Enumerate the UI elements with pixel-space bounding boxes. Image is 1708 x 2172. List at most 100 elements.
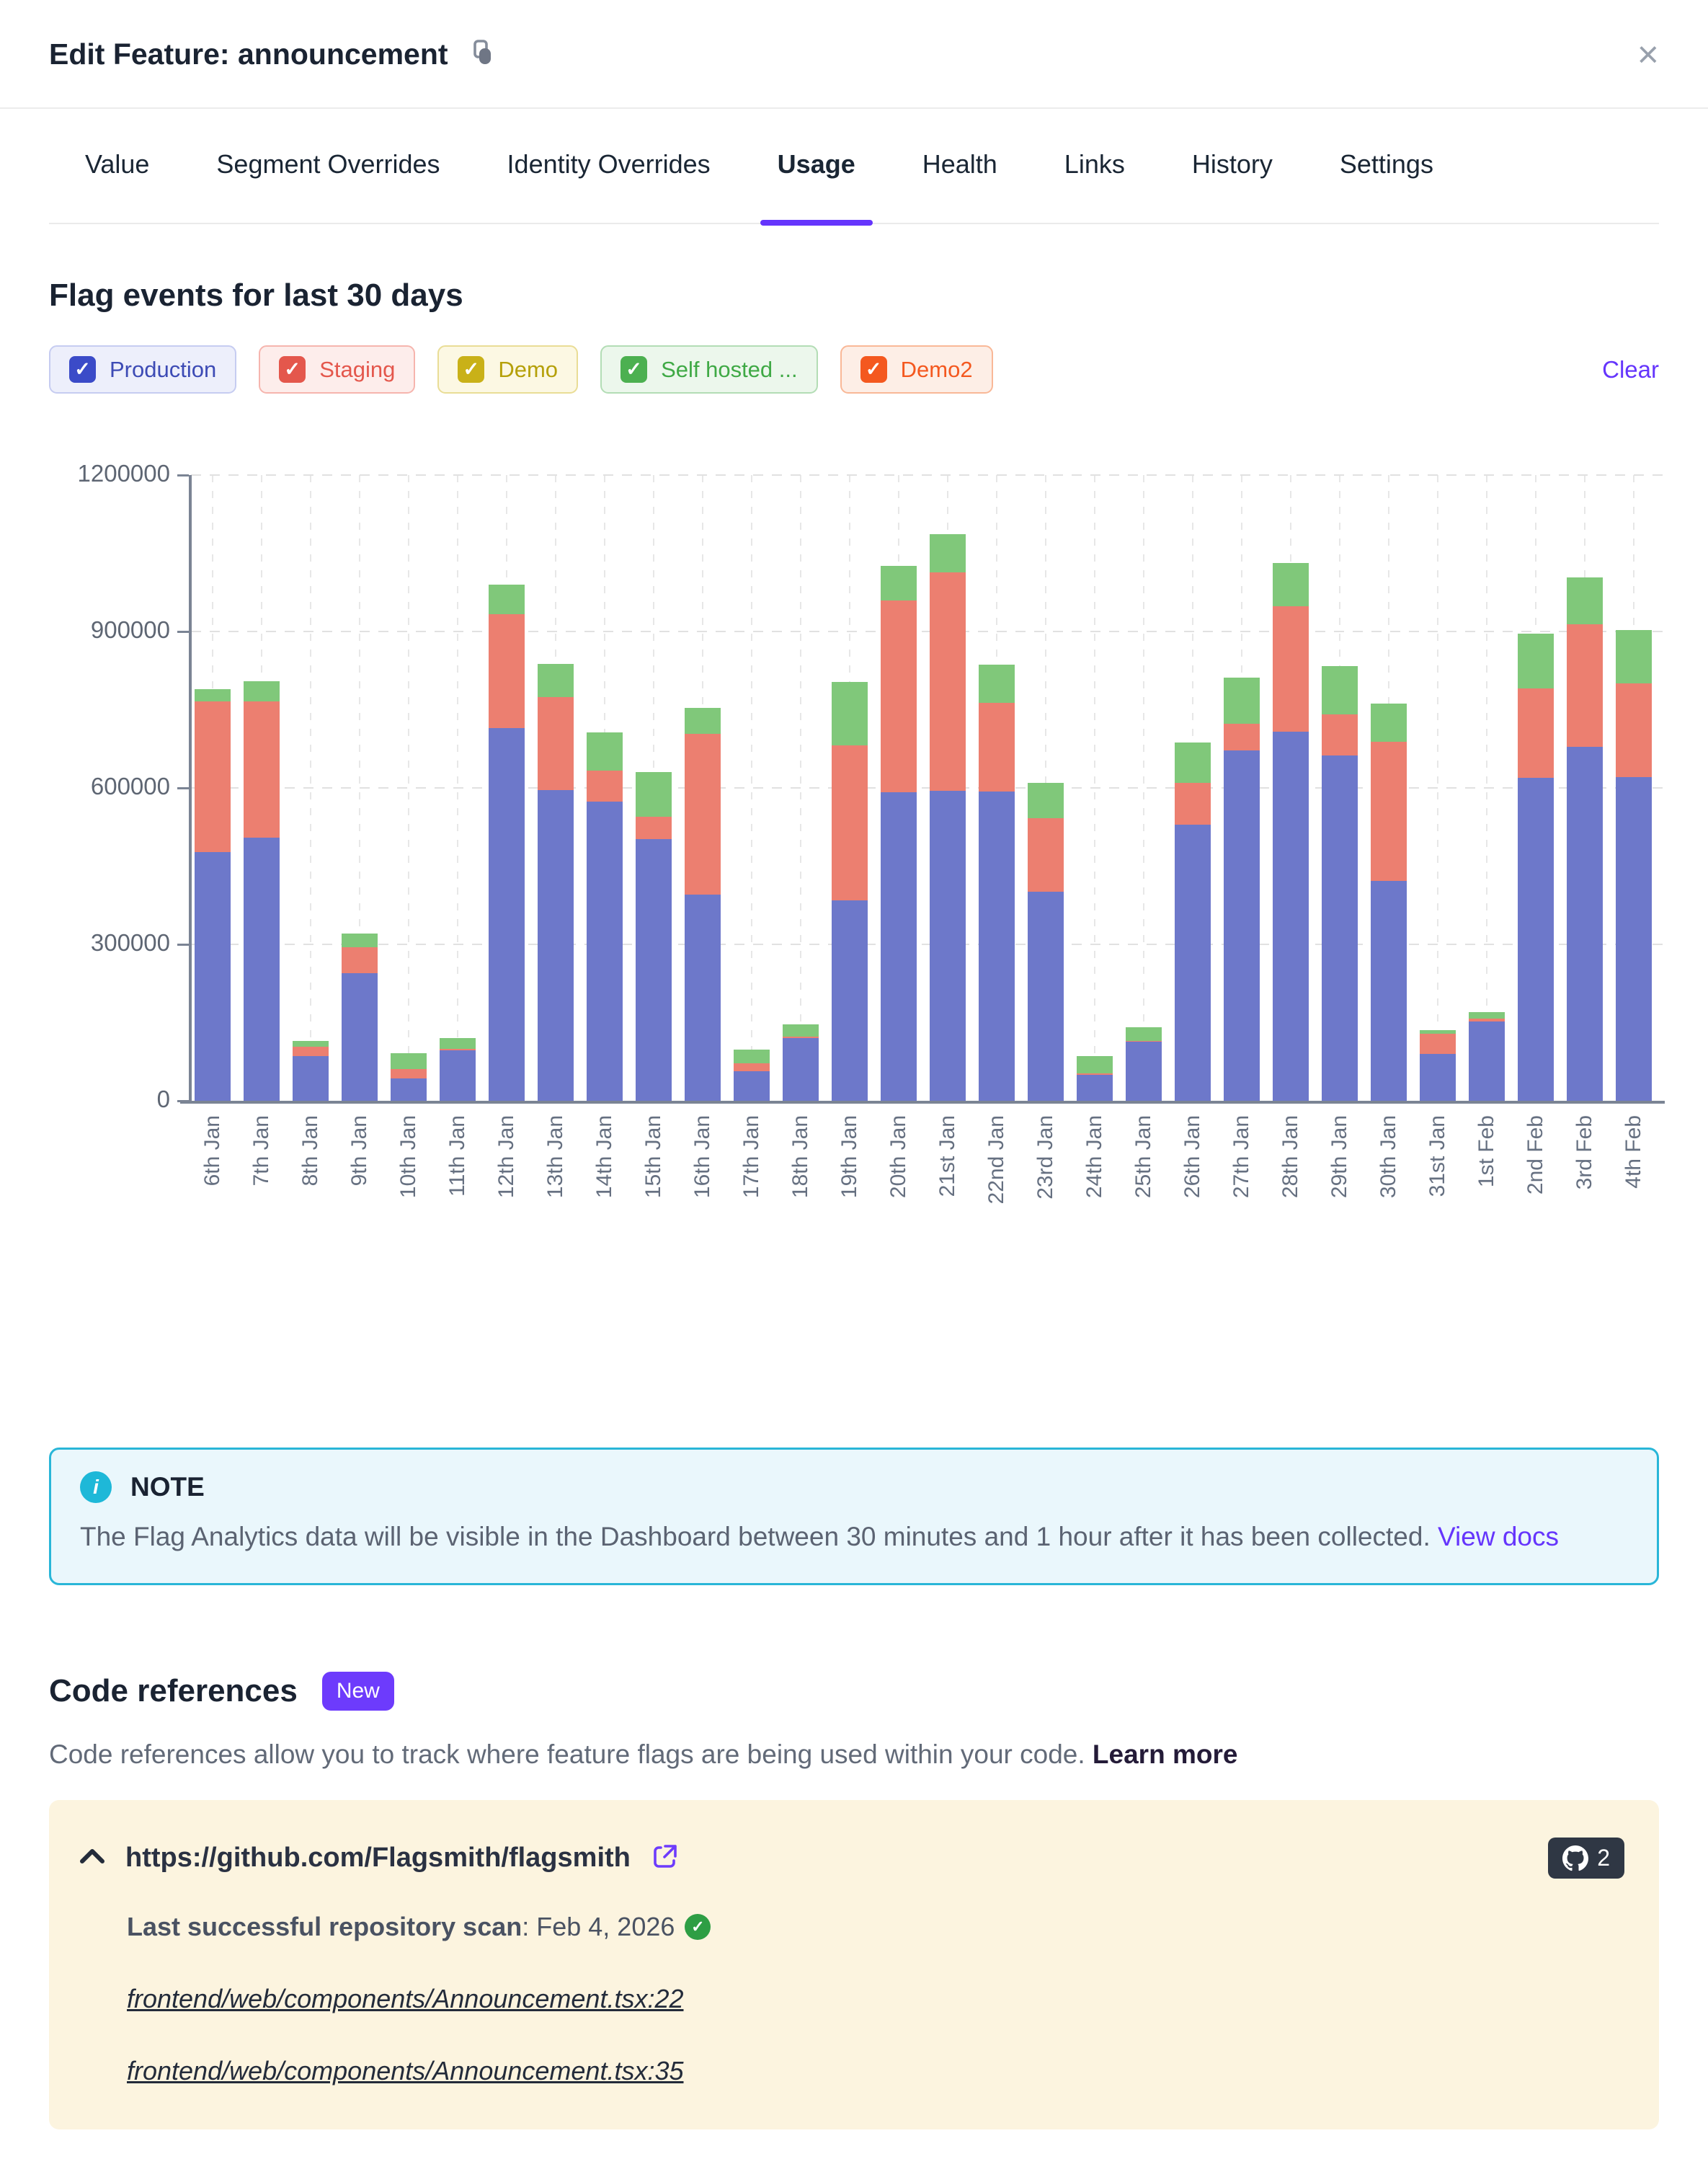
bar-segment-production	[1616, 776, 1652, 1101]
bar-segment-production	[195, 851, 231, 1101]
y-axis-tick	[177, 944, 189, 946]
bar-segment-self-hosted	[1567, 577, 1603, 624]
x-axis-label: 21st Jan	[935, 1115, 959, 1197]
checkbox-checked-icon: ✓	[860, 356, 887, 383]
x-axis-label: 17th Jan	[739, 1115, 763, 1199]
tab-history[interactable]: History	[1191, 149, 1273, 179]
tab-bar: Value Segment Overrides Identity Overrid…	[49, 109, 1659, 226]
bar-segment-staging	[783, 1037, 819, 1039]
bar-segment-self-hosted	[979, 664, 1015, 704]
legend-label: Staging	[319, 356, 396, 382]
tab-health[interactable]: Health	[922, 149, 997, 179]
x-axis-line	[180, 1101, 1665, 1104]
bar-segment-production	[1273, 731, 1309, 1101]
external-link-icon[interactable]	[651, 1842, 680, 1874]
bar-segment-self-hosted	[881, 565, 917, 600]
bar-segment-staging	[1175, 782, 1211, 825]
tab-settings[interactable]: Settings	[1339, 149, 1433, 179]
github-icon	[1562, 1845, 1589, 1871]
note-box: i NOTE The Flag Analytics data will be v…	[49, 1448, 1659, 1586]
x-axis-label: 18th Jan	[788, 1115, 812, 1199]
bar-segment-self-hosted	[1077, 1055, 1113, 1074]
page-title: Edit Feature: announcement	[49, 37, 448, 71]
y-axis-tick	[177, 631, 189, 633]
copy-icon[interactable]	[467, 38, 494, 71]
legend-pill-demo2[interactable]: ✓ Demo2	[840, 345, 993, 394]
x-axis-label: 2nd Feb	[1524, 1115, 1547, 1195]
bar-segment-production	[881, 792, 917, 1101]
code-reference-file-link[interactable]: frontend/web/components/Announcement.tsx…	[127, 2056, 684, 2086]
legend-pill-staging[interactable]: ✓ Staging	[259, 345, 416, 394]
tab-segment-overrides[interactable]: Segment Overrides	[216, 149, 440, 179]
x-axis-label: 14th Jan	[592, 1115, 616, 1199]
bar-segment-self-hosted	[636, 772, 672, 817]
y-axis-label: 0	[156, 1086, 170, 1112]
x-axis-label: 7th Jan	[249, 1115, 273, 1187]
checkbox-checked-icon: ✓	[458, 356, 485, 383]
x-axis-label: 28th Jan	[1278, 1115, 1302, 1199]
bar-segment-self-hosted	[930, 533, 966, 573]
y-axis-label: 600000	[90, 773, 170, 799]
bar-segment-staging	[1616, 683, 1652, 777]
bar-segment-staging	[587, 771, 623, 802]
x-axis-label: 20th Jan	[886, 1115, 910, 1199]
bar-segment-self-hosted	[685, 708, 721, 734]
legend-label: Self hosted ...	[661, 356, 798, 382]
tab-usage[interactable]: Usage	[760, 149, 873, 226]
bar-segment-production	[244, 837, 280, 1101]
chevron-up-icon[interactable]	[79, 1847, 105, 1869]
bar-segment-production	[832, 900, 868, 1101]
x-axis-label: 26th Jan	[1180, 1115, 1204, 1199]
bar-segment-self-hosted	[293, 1040, 329, 1047]
new-badge: New	[321, 1672, 394, 1711]
legend-pill-demo[interactable]: ✓ Demo	[437, 345, 579, 394]
bar-segment-self-hosted	[1273, 563, 1309, 606]
repo-url-link[interactable]: https://github.com/Flagsmith/flagsmith	[125, 1843, 631, 1874]
close-icon[interactable]: ×	[1637, 33, 1659, 76]
x-axis-label: 15th Jan	[641, 1115, 665, 1199]
bar-segment-staging	[930, 572, 966, 792]
view-docs-link[interactable]: View docs	[1438, 1522, 1559, 1551]
bar-segment-self-hosted	[832, 682, 868, 745]
bar-segment-staging	[1518, 688, 1554, 778]
environment-legend: ✓ Production ✓ Staging ✓ Demo ✓ Self hos…	[49, 345, 1659, 394]
note-body: The Flag Analytics data will be visible …	[80, 1522, 1438, 1551]
bar-segment-staging	[538, 697, 574, 790]
y-axis-line	[189, 475, 192, 1101]
chart-title: Flag events for last 30 days	[49, 278, 463, 313]
clear-button[interactable]: Clear	[1602, 355, 1659, 383]
y-axis-tick	[177, 474, 189, 476]
bar-segment-production	[489, 727, 525, 1101]
description-text: Code references allow you to track where…	[49, 1739, 1093, 1770]
bar-segment-staging	[195, 701, 231, 852]
bar-segment-staging	[293, 1046, 329, 1056]
bar-segment-production	[293, 1055, 329, 1101]
bar-segment-staging	[734, 1063, 770, 1071]
legend-pill-self-hosted[interactable]: ✓ Self hosted ...	[600, 345, 818, 394]
tab-value[interactable]: Value	[85, 149, 150, 179]
bar-segment-staging	[1567, 624, 1603, 747]
learn-more-link[interactable]: Learn more	[1092, 1739, 1238, 1770]
x-axis-label: 3rd Feb	[1573, 1115, 1596, 1190]
x-axis-label: 1st Feb	[1475, 1115, 1498, 1188]
x-axis-label: 8th Jan	[298, 1115, 322, 1187]
tab-links[interactable]: Links	[1064, 149, 1125, 179]
x-axis-label: 12th Jan	[494, 1115, 518, 1199]
legend-pill-production[interactable]: ✓ Production	[49, 345, 237, 394]
code-reference-file-link[interactable]: frontend/web/components/Announcement.tsx…	[127, 1984, 684, 2014]
bar-segment-staging	[1126, 1040, 1162, 1042]
modal-header: Edit Feature: announcement ×	[0, 0, 1708, 109]
legend-label: Demo2	[900, 356, 973, 382]
code-references-heading: Code references	[49, 1673, 298, 1709]
bar-segment-self-hosted	[195, 689, 231, 701]
x-axis-label: 31st Jan	[1425, 1115, 1449, 1197]
bar-segment-staging	[342, 947, 378, 973]
y-axis-label: 300000	[90, 929, 170, 956]
tab-identity-overrides[interactable]: Identity Overrides	[507, 149, 711, 179]
bar-segment-self-hosted	[342, 933, 378, 947]
bar-segment-self-hosted	[538, 663, 574, 698]
bar-segment-staging	[1469, 1018, 1505, 1022]
bar-segment-self-hosted	[1175, 743, 1211, 783]
bar-segment-self-hosted	[1469, 1012, 1505, 1019]
bar-segment-self-hosted	[1616, 629, 1652, 684]
